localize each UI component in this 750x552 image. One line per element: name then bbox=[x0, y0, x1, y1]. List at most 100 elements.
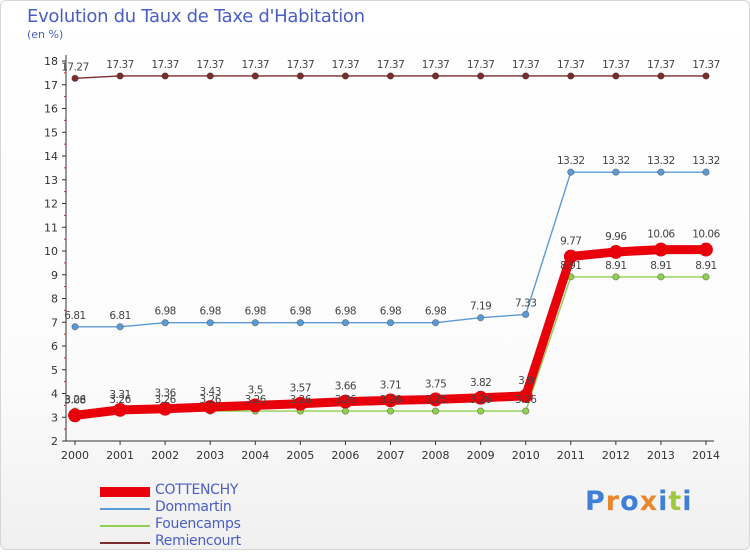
data-label: 17.37 bbox=[692, 59, 720, 71]
data-point bbox=[293, 396, 308, 411]
data-point bbox=[386, 407, 395, 415]
data-point bbox=[657, 168, 665, 176]
logo-letter: t bbox=[668, 486, 683, 517]
y-tick-label: 14 bbox=[44, 150, 58, 163]
data-point bbox=[161, 72, 169, 80]
data-label: 17.37 bbox=[106, 59, 134, 71]
data-label: 8.91 bbox=[650, 260, 671, 272]
data-point bbox=[522, 72, 530, 80]
data-point bbox=[251, 72, 259, 80]
data-point bbox=[161, 319, 169, 327]
x-tick-label: 2006 bbox=[331, 449, 359, 462]
y-tick-label: 2 bbox=[51, 435, 58, 448]
x-tick-label: 2002 bbox=[151, 449, 179, 462]
data-label: 3.9 bbox=[518, 375, 533, 387]
data-point bbox=[338, 394, 353, 409]
data-point bbox=[71, 74, 79, 82]
data-label: 17.37 bbox=[287, 59, 315, 71]
data-point bbox=[477, 314, 485, 322]
data-label: 6.98 bbox=[245, 306, 266, 318]
data-label: 17.37 bbox=[151, 59, 179, 71]
data-label: 13.32 bbox=[602, 155, 630, 167]
data-label: 13.32 bbox=[647, 155, 675, 167]
chart-unit: (en %) bbox=[27, 28, 64, 41]
data-point bbox=[657, 72, 665, 80]
data-point bbox=[473, 390, 488, 405]
data-label: 3.66 bbox=[335, 381, 357, 393]
y-tick-label: 8 bbox=[51, 293, 58, 306]
data-label: 17.37 bbox=[242, 59, 270, 71]
data-point bbox=[699, 242, 713, 257]
data-label: 3.75 bbox=[425, 378, 446, 390]
data-point bbox=[251, 319, 259, 327]
x-tick-label: 2003 bbox=[196, 449, 224, 462]
proxiti-logo: Proxiti bbox=[585, 486, 693, 517]
data-point bbox=[612, 273, 620, 281]
x-tick-label: 2012 bbox=[602, 449, 630, 462]
data-point bbox=[654, 242, 668, 257]
logo-letter: o bbox=[620, 486, 640, 517]
data-label: 17.37 bbox=[557, 59, 585, 71]
data-point bbox=[518, 388, 533, 403]
y-tick-label: 15 bbox=[44, 126, 58, 139]
data-label: 6.81 bbox=[109, 310, 130, 322]
x-tick-label: 2014 bbox=[692, 449, 720, 462]
legend-label: Remiencourt bbox=[155, 533, 241, 549]
data-label: 3.43 bbox=[200, 386, 221, 398]
y-tick-label: 18 bbox=[44, 55, 58, 68]
data-point bbox=[702, 273, 710, 281]
x-tick-label: 2011 bbox=[557, 449, 585, 462]
data-point bbox=[522, 407, 530, 415]
logo-letter: r bbox=[605, 486, 621, 517]
data-label: 6.98 bbox=[335, 306, 356, 318]
data-label: 7.33 bbox=[515, 297, 536, 309]
data-point bbox=[522, 310, 530, 319]
data-label: 3.26 bbox=[425, 394, 447, 406]
legend-swatch bbox=[100, 508, 150, 510]
data-label: 10.06 bbox=[647, 229, 675, 241]
x-tick-label: 2010 bbox=[512, 449, 540, 462]
data-label: 3.26 bbox=[380, 394, 402, 406]
data-label: 3.26 bbox=[109, 394, 131, 406]
data-point bbox=[431, 72, 440, 80]
y-tick-label: 10 bbox=[44, 245, 58, 258]
data-label: 17.37 bbox=[196, 59, 224, 71]
data-label: 8.91 bbox=[560, 260, 581, 272]
data-point bbox=[477, 72, 485, 80]
data-point bbox=[158, 401, 173, 416]
data-label: 3.26 bbox=[64, 394, 86, 406]
chart-title: Evolution du Taux de Taxe d'Habitation bbox=[27, 6, 365, 27]
x-tick-label: 2004 bbox=[241, 449, 269, 462]
logo-letter: P bbox=[585, 486, 606, 517]
data-label: 3.26 bbox=[335, 394, 357, 406]
data-label: 3.5 bbox=[248, 384, 263, 396]
data-point bbox=[206, 72, 214, 80]
data-label: 17.37 bbox=[422, 59, 450, 71]
data-label: 3.26 bbox=[154, 394, 176, 406]
data-point bbox=[567, 72, 575, 80]
data-point bbox=[296, 72, 304, 80]
data-label: 9.77 bbox=[560, 235, 581, 247]
data-label: 6.98 bbox=[425, 306, 446, 318]
data-point bbox=[608, 245, 623, 259]
data-point bbox=[68, 408, 82, 423]
data-point bbox=[296, 319, 304, 327]
logo-letter: i bbox=[682, 486, 693, 517]
data-label: 3.31 bbox=[109, 389, 130, 401]
data-point bbox=[206, 319, 214, 327]
data-label: 6.98 bbox=[380, 306, 401, 318]
data-label: 3.26 bbox=[470, 394, 492, 406]
legend-swatch bbox=[100, 487, 150, 497]
data-point bbox=[612, 168, 620, 176]
data-point bbox=[341, 407, 350, 415]
data-label: 17.37 bbox=[512, 59, 540, 71]
data-point bbox=[386, 72, 395, 80]
data-point bbox=[71, 323, 79, 331]
data-label: 3.26 bbox=[515, 394, 537, 406]
data-point bbox=[113, 402, 127, 417]
data-label: 17.37 bbox=[377, 59, 405, 71]
data-point bbox=[248, 398, 263, 413]
data-point bbox=[563, 249, 578, 264]
